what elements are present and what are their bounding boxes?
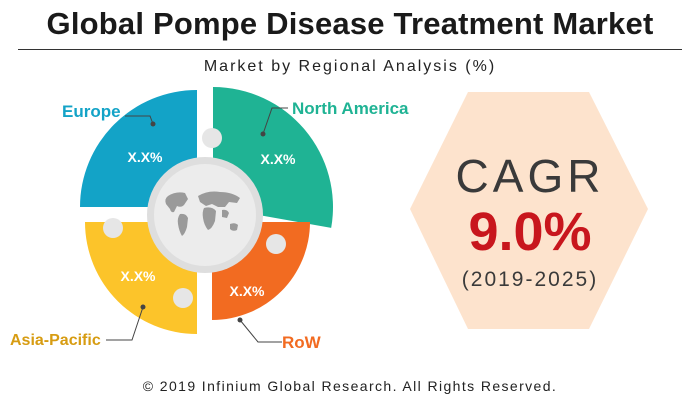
segment-connector-dot xyxy=(202,128,222,148)
cagr-period: (2019-2025) xyxy=(462,268,598,291)
segment-connector-dot xyxy=(103,218,123,238)
value-label-north-america: X.X% xyxy=(260,151,296,167)
cagr-value: 9.0% xyxy=(468,202,591,262)
value-label-row: X.X% xyxy=(229,283,265,299)
value-label-europe: X.X% xyxy=(127,149,163,165)
leader-line-row xyxy=(240,320,282,342)
segment-connector-dot xyxy=(266,234,286,254)
leader-dot-asia-pacific xyxy=(141,305,146,310)
cagr-label: CAGR xyxy=(456,150,605,202)
value-label-asia-pacific: X.X% xyxy=(120,268,156,284)
copyright-footer: © 2019 Infinium Global Research. All Rig… xyxy=(0,378,700,394)
leader-dot-row xyxy=(238,318,243,323)
leader-dot-europe xyxy=(151,122,156,127)
category-label-asia-pacific: Asia-Pacific xyxy=(10,332,101,349)
category-label-north-america: North America xyxy=(292,99,409,118)
leader-dot-north-america xyxy=(261,132,266,137)
category-label-row: RoW xyxy=(282,333,322,352)
segment-connector-dot xyxy=(173,288,193,308)
category-label-europe: Europe xyxy=(62,102,121,121)
